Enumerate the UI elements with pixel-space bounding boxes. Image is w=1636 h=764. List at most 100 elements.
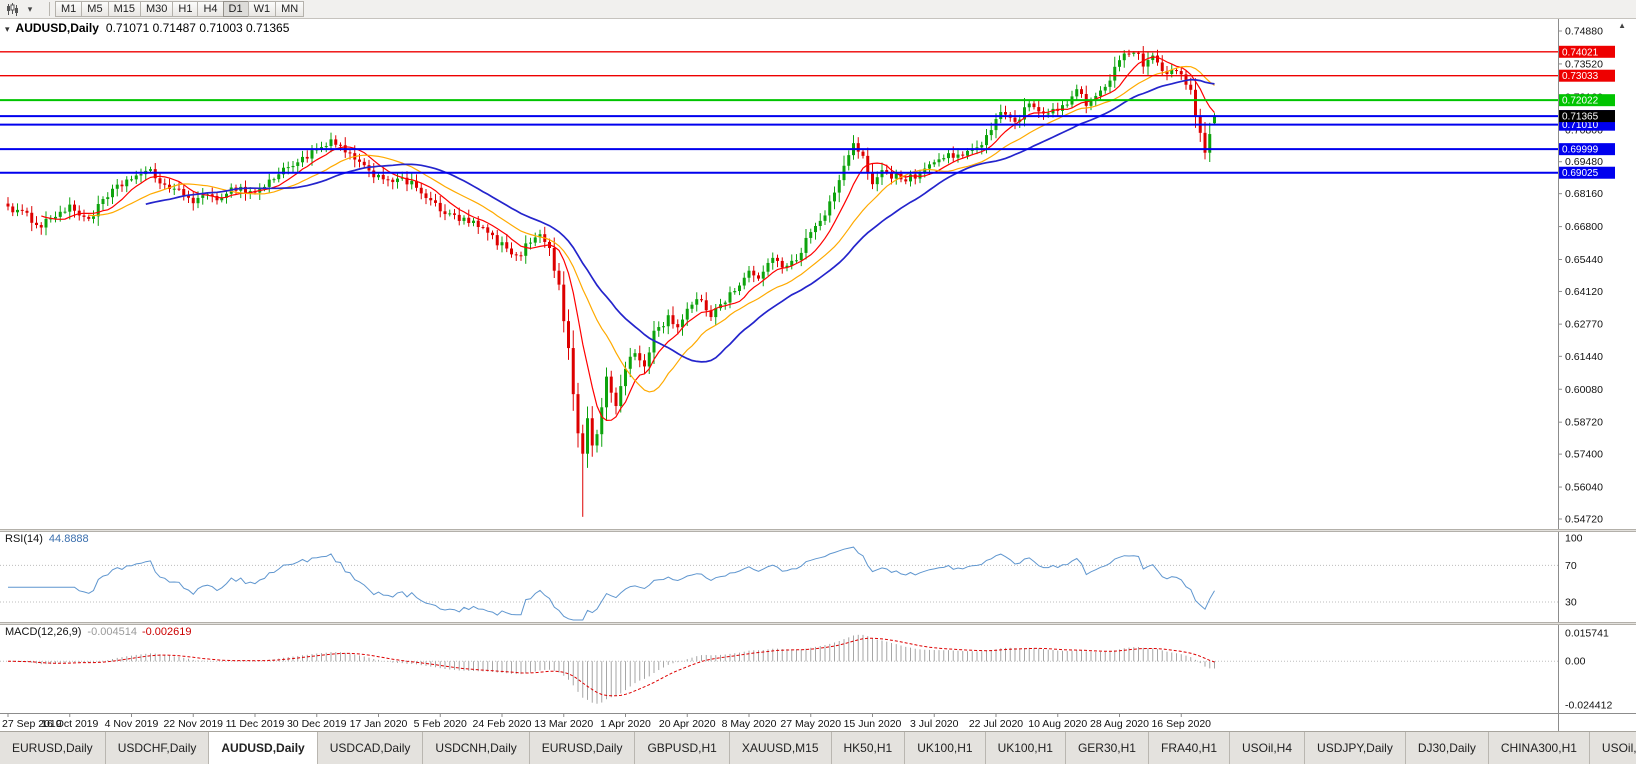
chart-tab-audusd-daily[interactable]: AUDUSD,Daily bbox=[209, 732, 318, 764]
macd-histogram bbox=[12, 634, 1215, 704]
candle-body-up bbox=[947, 153, 950, 159]
timeframe-button-h1[interactable]: H1 bbox=[172, 1, 199, 17]
chart-tab-usdcad-daily[interactable]: USDCAD,Daily bbox=[317, 732, 424, 764]
rsi-canvas: 100 70 30 bbox=[0, 532, 1583, 622]
candle-body-down bbox=[590, 418, 594, 446]
chart-tab-dj30-daily[interactable]: DJ30,Daily bbox=[1405, 732, 1489, 764]
timeframe-button-h4[interactable]: H4 bbox=[197, 1, 224, 17]
candle-body-up bbox=[329, 139, 333, 147]
candle-body-up bbox=[1089, 100, 1093, 106]
price-axis[interactable]: 0.748800.735200.721600.708000.694800.681… bbox=[1558, 19, 1615, 529]
candle-body-down bbox=[709, 310, 713, 318]
timeframe-button-w1[interactable]: W1 bbox=[247, 1, 277, 17]
time-tick-label: 17 Jan 2020 bbox=[350, 718, 408, 730]
candle-body-up bbox=[400, 177, 404, 179]
timeframe-button-d1[interactable]: D1 bbox=[222, 1, 249, 17]
candle-body-up bbox=[909, 174, 912, 182]
candle-body-down bbox=[552, 247, 556, 271]
timeframe-button-m5[interactable]: M5 bbox=[81, 1, 109, 17]
chart-tab-usoil-h[interactable]: USOil,H bbox=[1589, 732, 1636, 764]
candle-body-down bbox=[182, 189, 186, 196]
candle-body-up bbox=[985, 135, 988, 146]
candle-body-up bbox=[761, 271, 765, 279]
timeframe-button-m30[interactable]: M30 bbox=[139, 1, 174, 17]
price-label-0.72022 bbox=[1559, 94, 1615, 107]
candle-body-down bbox=[481, 227, 485, 229]
time-tick-label: 22 Nov 2019 bbox=[163, 718, 223, 730]
candle-body-up bbox=[989, 130, 993, 136]
chart-tab-usoil-h4[interactable]: USOil,H4 bbox=[1230, 732, 1306, 764]
price-tick-label: 0.62770 bbox=[1565, 319, 1603, 331]
candle-body-down bbox=[752, 270, 756, 276]
candle-body-down bbox=[1179, 71, 1183, 75]
timeframe-button-m1[interactable]: M1 bbox=[55, 1, 83, 17]
candle-body-up bbox=[68, 204, 72, 212]
candle-body-up bbox=[282, 167, 285, 175]
time-tick-label: 16 Oct 2019 bbox=[41, 718, 98, 730]
chart-tab-usdchf-daily[interactable]: USDCHF,Daily bbox=[105, 732, 210, 764]
price-label-0.74021 bbox=[1559, 45, 1615, 58]
candle-body-up bbox=[101, 199, 105, 205]
candle-body-down bbox=[457, 214, 461, 221]
rsi-indicator-panel[interactable]: 100 70 30 RSI(14) 44.8888 bbox=[0, 532, 1636, 622]
candle-body-up bbox=[818, 220, 822, 226]
chart-tab-eurusd-daily[interactable]: EURUSD,Daily bbox=[529, 732, 636, 764]
candle-body-up bbox=[538, 234, 542, 238]
candle-body-up bbox=[766, 262, 770, 272]
candle-body-up bbox=[605, 376, 608, 408]
ma-slow-blue-line[interactable] bbox=[145, 78, 1215, 363]
candle-body-down bbox=[11, 206, 15, 213]
candle-body-up bbox=[277, 174, 281, 180]
chart-tab-uk100-h1[interactable]: UK100,H1 bbox=[985, 732, 1066, 764]
candle-body-up bbox=[795, 260, 798, 262]
macd-indicator-panel[interactable]: 0.015741 0.00 -0.024412 MACD(12,26,9) -0.00… bbox=[0, 625, 1636, 713]
candle-body-down bbox=[1037, 107, 1041, 112]
candle-body-up bbox=[1208, 134, 1212, 153]
candle-body-up bbox=[472, 220, 475, 224]
candle-body-down bbox=[168, 184, 171, 189]
candle-body-up bbox=[377, 174, 380, 178]
price-tick-label: 0.68160 bbox=[1565, 188, 1603, 200]
chart-tab-usdcnh-daily[interactable]: USDCNH,Daily bbox=[423, 732, 530, 764]
chart-tab-eurusd-daily[interactable]: EURUSD,Daily bbox=[0, 732, 106, 764]
time-tick-label: 11 Dec 2019 bbox=[226, 718, 285, 730]
chart-tab-ger30-h1[interactable]: GER30,H1 bbox=[1065, 732, 1149, 764]
main-chart-canvas[interactable]: 0.748800.735200.721600.708000.694800.681… bbox=[0, 19, 1636, 529]
panel-separator[interactable] bbox=[0, 529, 1636, 532]
top-toolbar: ▾ M1 M5 M15 M30 H1 H4 D1 W1 MN bbox=[0, 0, 1636, 19]
chart-tab-gbpusd-h1[interactable]: GBPUSD,H1 bbox=[635, 732, 730, 764]
chart-tab-fra40-h1[interactable]: FRA40,H1 bbox=[1148, 732, 1231, 764]
rsi-level-label-100: 100 bbox=[1565, 533, 1583, 545]
one-click-trading-toggle-icon[interactable]: ▾ bbox=[5, 24, 10, 34]
candle-body-down bbox=[467, 217, 471, 224]
candle-body-up bbox=[804, 237, 808, 253]
candle-body-down bbox=[890, 172, 893, 179]
chevron-down-icon[interactable]: ▾ bbox=[27, 3, 33, 14]
timeframe-button-m15[interactable]: M15 bbox=[107, 1, 141, 17]
chart-tab-usdjpy-daily[interactable]: USDJPY,Daily bbox=[1305, 732, 1406, 764]
time-axis[interactable]: 27 Sep 2019 16 Oct 2019 4 Nov 2019 22 Nov 2… bbox=[0, 713, 1636, 731]
candle-body-up bbox=[172, 188, 176, 190]
chart-tab-china300-h1[interactable]: CHINA300,H1 bbox=[1488, 732, 1590, 764]
timeframe-button-mn[interactable]: MN bbox=[275, 1, 305, 17]
price-tick-label: 0.74880 bbox=[1565, 26, 1603, 38]
chart-tab-uk100-h1[interactable]: UK100,H1 bbox=[905, 732, 986, 764]
candle-body-up bbox=[111, 188, 114, 198]
ma-mid-gold-line[interactable] bbox=[88, 65, 1215, 393]
chart-tab-hk50-h1[interactable]: HK50,H1 bbox=[831, 732, 906, 764]
candle-body-down bbox=[643, 360, 646, 367]
candle-body-down bbox=[348, 152, 352, 154]
time-tick-label: 20 Apr 2020 bbox=[659, 718, 716, 730]
rsi-name: RSI(14) bbox=[5, 533, 43, 545]
candle-body-up bbox=[291, 165, 295, 168]
main-chart-panel[interactable]: 0.748800.735200.721600.708000.694800.681… bbox=[0, 19, 1636, 529]
ma-fast-red-line[interactable] bbox=[41, 56, 1215, 422]
plot-area[interactable] bbox=[0, 46, 1558, 517]
chart-tab-xauusd-m15[interactable]: XAUUSD,M15 bbox=[729, 732, 832, 764]
candlestick-chart-icon[interactable] bbox=[4, 2, 20, 17]
candle-body-up bbox=[956, 154, 960, 158]
candle-body-down bbox=[899, 173, 903, 180]
panel-separator[interactable] bbox=[0, 622, 1636, 625]
candle-body-down bbox=[158, 178, 162, 184]
scroll-up-icon[interactable]: ▲ bbox=[1618, 21, 1626, 30]
